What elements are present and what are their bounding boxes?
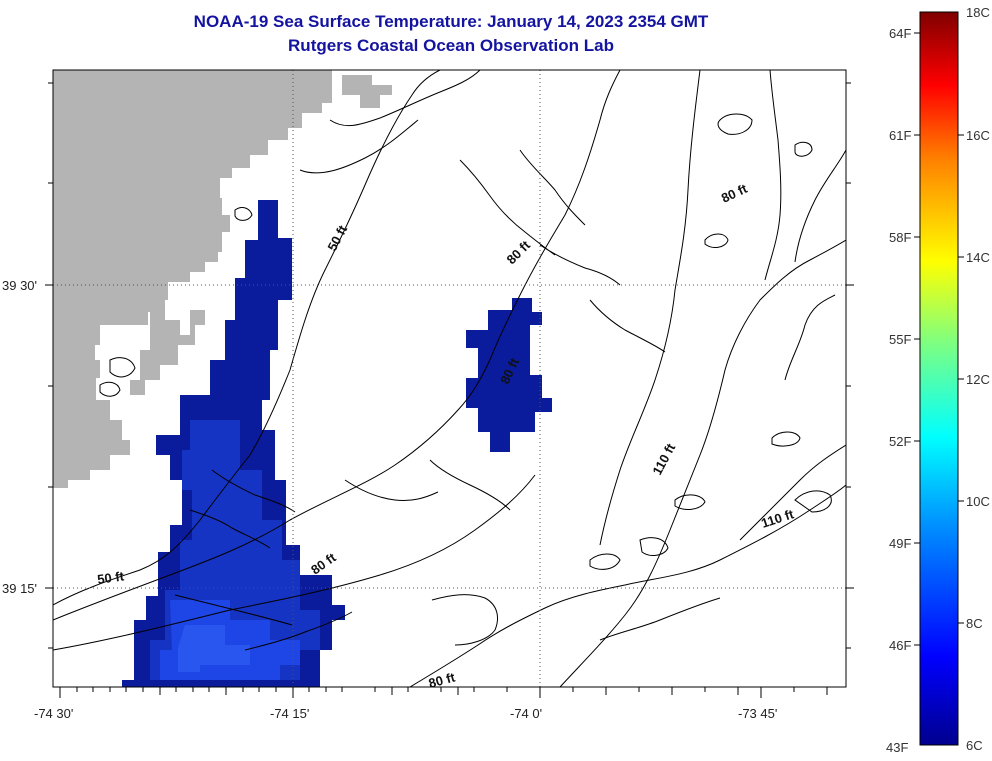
colorbar-f-61: 61F: [889, 128, 911, 143]
colorbar-f-64: 64F: [889, 26, 911, 41]
contour-label-80ft-bottom: 80 ft: [427, 669, 457, 691]
lon-label-74-30: -74 30': [34, 706, 73, 721]
colorbar-c-10: 10C: [966, 494, 990, 509]
map-subtitle: Rutgers Coastal Ocean Observation Lab: [288, 36, 614, 55]
lat-label-39-30: 39 30': [2, 278, 37, 293]
graticule: [53, 70, 846, 687]
colorbar-c-18: 18C: [966, 5, 990, 20]
colorbar-c-16: 16C: [966, 128, 990, 143]
colorbar-c-6: 6C: [966, 738, 983, 753]
contour-label-50ft-south: 50 ft: [96, 568, 125, 587]
lon-label-74-15: -74 15': [270, 706, 309, 721]
lon-label-73-45: -73 45': [738, 706, 777, 721]
land-inlet-fragment: [342, 75, 392, 108]
colorbar-c-8: 8C: [966, 616, 983, 631]
colorbar-c-12: 12C: [966, 372, 990, 387]
lon-label-74-0: -74 0': [510, 706, 542, 721]
colorbar-f-55: 55F: [889, 332, 911, 347]
map-title: NOAA-19 Sea Surface Temperature: January…: [193, 12, 709, 31]
land-barrier-island: [130, 300, 205, 395]
colorbar-f-52: 52F: [889, 434, 911, 449]
colorbar-f-46: 46F: [889, 638, 911, 653]
colorbar-f-49: 49F: [889, 536, 911, 551]
sst-offshore-patch: [466, 298, 552, 452]
colorbar-f-58: 58F: [889, 230, 911, 245]
lat-label-39-15: 39 15': [2, 581, 37, 596]
colorbar-f-43: 43F: [886, 740, 908, 755]
sst-cold-plume: [122, 200, 345, 687]
axis-ticks: [45, 82, 854, 698]
land-new-jersey: [53, 70, 332, 488]
colorbar-c-14: 14C: [966, 250, 990, 265]
colorbar: 64F 61F 58F 55F 52F 49F 46F 43F 18C 16C …: [886, 5, 990, 755]
bathymetry-contours: [53, 70, 846, 687]
